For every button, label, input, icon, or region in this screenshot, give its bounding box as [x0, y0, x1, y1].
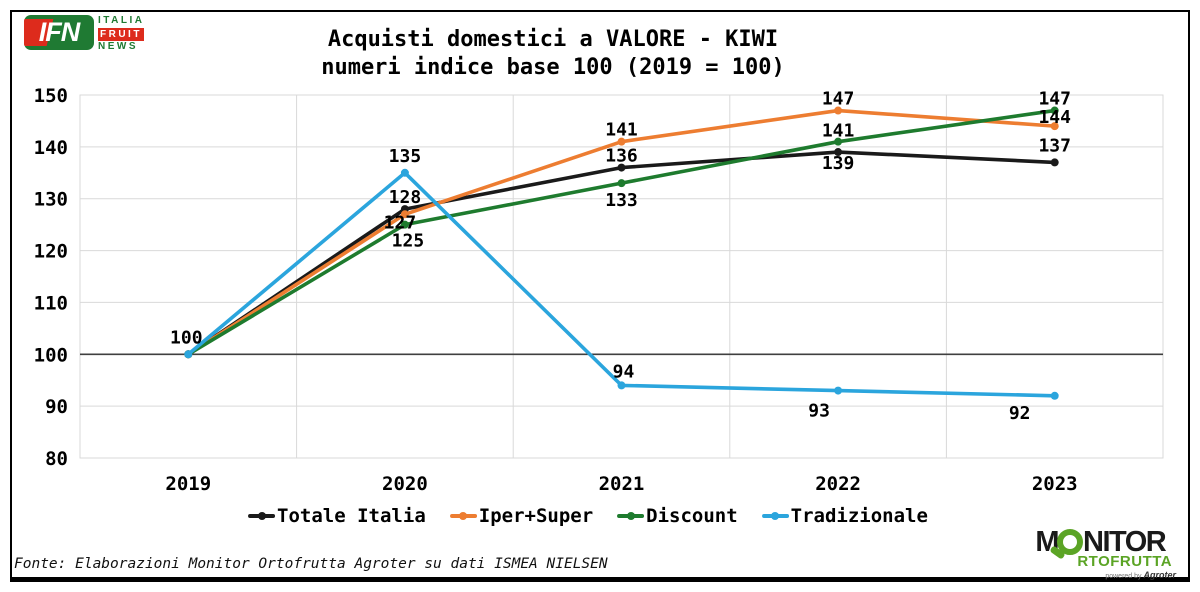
data-point	[400, 220, 409, 229]
data-label: 93	[808, 401, 830, 422]
data-label: 92	[1009, 403, 1031, 424]
powered-by-text: powered by	[1105, 573, 1144, 580]
legend-marker	[248, 514, 276, 518]
data-point	[1050, 106, 1059, 115]
y-axis-tick: 130	[34, 189, 68, 211]
legend-marker	[449, 514, 477, 518]
chart-legend: Totale Italia Iper+Super Discount Tradizion…	[248, 505, 928, 527]
data-label: 139	[822, 153, 855, 174]
data-label: 100	[170, 327, 203, 348]
x-axis-label: 2020	[382, 473, 428, 495]
chart-title-line2: numeri indice base 100 (2019 = 100)	[321, 55, 785, 80]
legend-item-tradizionale: Tradizionale	[761, 505, 928, 527]
data-label: 137	[1038, 135, 1071, 156]
outer-border	[10, 10, 1190, 582]
x-axis-label: 2019	[165, 473, 211, 495]
data-label: 147	[1038, 89, 1071, 110]
ifn-word-news: NEWS	[98, 41, 138, 52]
monitor-letters-rtofrutta: RTOFRUTTA	[1077, 553, 1173, 570]
x-axis-label: 2022	[815, 473, 861, 495]
ifn-word-fruit: FRUIT	[98, 28, 144, 41]
data-label: 133	[605, 190, 638, 211]
y-axis-tick: 120	[34, 241, 68, 263]
ifn-wordmark: ITALIA FRUIT NEWS	[98, 16, 144, 53]
data-label: 125	[392, 231, 425, 252]
data-label: 147	[822, 89, 855, 110]
monitor-powered-by: powered by Agroter	[1105, 570, 1176, 581]
magnifier-ring	[1057, 528, 1084, 555]
monitor-letters-nitor: NITOR	[1083, 526, 1167, 558]
data-point	[1050, 391, 1059, 400]
data-label: 135	[389, 146, 422, 167]
legend-item-discount: Discount	[617, 505, 738, 527]
legend-label: Totale Italia	[277, 505, 426, 527]
legend-item-iper-super: Iper+Super	[449, 505, 594, 527]
legend-label: Tradizionale	[790, 505, 928, 527]
data-point	[617, 179, 626, 188]
x-axis-label: 2023	[1032, 473, 1078, 495]
legend-marker	[617, 514, 645, 518]
monitor-logo-row1: M NITOR	[1035, 526, 1176, 560]
data-label: 128	[389, 187, 422, 208]
data-point	[617, 163, 626, 172]
y-axis-tick: 150	[34, 85, 68, 107]
y-axis-tick: 110	[34, 292, 68, 314]
source-note: Fonte: Elaborazioni Monitor Ortofrutta A…	[14, 556, 608, 572]
chart-title-line1: Acquisti domestici a VALORE - KIWI	[327, 27, 779, 52]
data-label: 141	[605, 120, 638, 141]
data-point	[400, 210, 409, 219]
data-point	[184, 350, 193, 359]
data-point	[834, 148, 843, 157]
magnifier-icon	[1049, 528, 1084, 560]
monitor-ortofrutta-logo: M NITOR RTOFRUTTA powered by Agroter	[1035, 526, 1176, 581]
y-axis-tick: 80	[45, 448, 68, 470]
plot-border	[79, 94, 1164, 459]
data-label: 141	[822, 121, 855, 142]
y-axis-tick: 140	[34, 137, 68, 159]
ifn-word-italia: ITALIA	[98, 15, 145, 26]
legend-label: Discount	[646, 505, 738, 527]
ifn-acronym: IFN	[38, 17, 80, 47]
ifn-logo: IFN ITALIA FRUIT NEWS	[24, 15, 144, 53]
y-axis-tick: 90	[45, 396, 68, 418]
data-point	[400, 168, 409, 177]
data-point	[834, 386, 843, 395]
legend-label: Iper+Super	[478, 505, 594, 527]
data-point	[617, 381, 626, 390]
x-axis-label: 2021	[599, 473, 645, 495]
data-point	[1050, 122, 1059, 131]
y-axis-tick: 100	[34, 344, 68, 366]
legend-item-totale-italia: Totale Italia	[248, 505, 426, 527]
data-label: 94	[613, 361, 635, 382]
legend-marker	[761, 514, 789, 518]
data-label: 136	[605, 146, 638, 167]
data-point	[834, 137, 843, 146]
data-point	[617, 137, 626, 146]
data-point	[834, 106, 843, 115]
chart-title: Acquisti domestici a VALORE - KIWI numer…	[321, 26, 785, 82]
agroter-brand: Agroter	[1143, 570, 1176, 580]
data-point	[1050, 158, 1059, 167]
ifn-badge: IFN	[24, 15, 94, 50]
data-label: 127	[384, 212, 417, 233]
data-label: 144	[1038, 107, 1071, 128]
